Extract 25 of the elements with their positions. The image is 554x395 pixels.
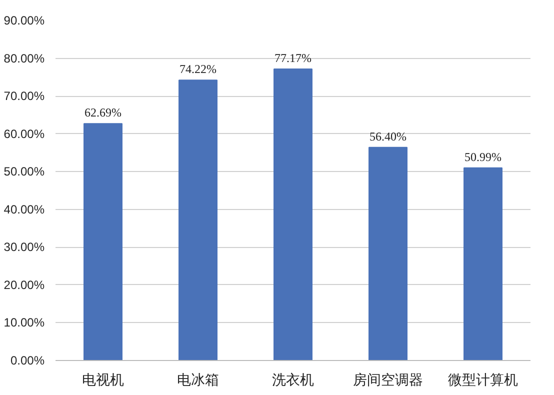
bar	[178, 80, 218, 360]
x-tick-label: 房间空调器	[353, 372, 423, 388]
data-label: 77.17%	[274, 50, 312, 65]
y-tick-label: 60.00%	[4, 126, 45, 141]
y-tick-label: 50.00%	[4, 164, 45, 179]
y-tick-label: 70.00%	[4, 89, 45, 104]
y-tick-label: 0.00%	[10, 354, 45, 368]
x-tick-label: 洗衣机	[272, 372, 314, 388]
bar	[84, 123, 122, 360]
x-tick-label: 电视机	[82, 372, 124, 388]
y-tick-label: 20.00%	[4, 278, 45, 292]
x-tick-label: 电冰箱	[177, 372, 219, 388]
data-label: 62.69%	[84, 106, 122, 120]
data-label: 56.40%	[370, 129, 406, 144]
y-tick-label: 80.00%	[4, 51, 45, 66]
bar	[274, 68, 312, 360]
x-tick-label: 微型计算机	[448, 372, 518, 388]
data-label: 74.22%	[180, 62, 216, 76]
y-tick-label: 10.00%	[4, 316, 45, 330]
y-tick-label: 90.00%	[4, 14, 45, 28]
y-tick-label: 40.00%	[4, 202, 45, 216]
y-tick-label: 30.00%	[4, 240, 45, 254]
bar	[368, 146, 408, 360]
bar	[464, 167, 502, 360]
data-label: 50.99%	[464, 150, 502, 164]
